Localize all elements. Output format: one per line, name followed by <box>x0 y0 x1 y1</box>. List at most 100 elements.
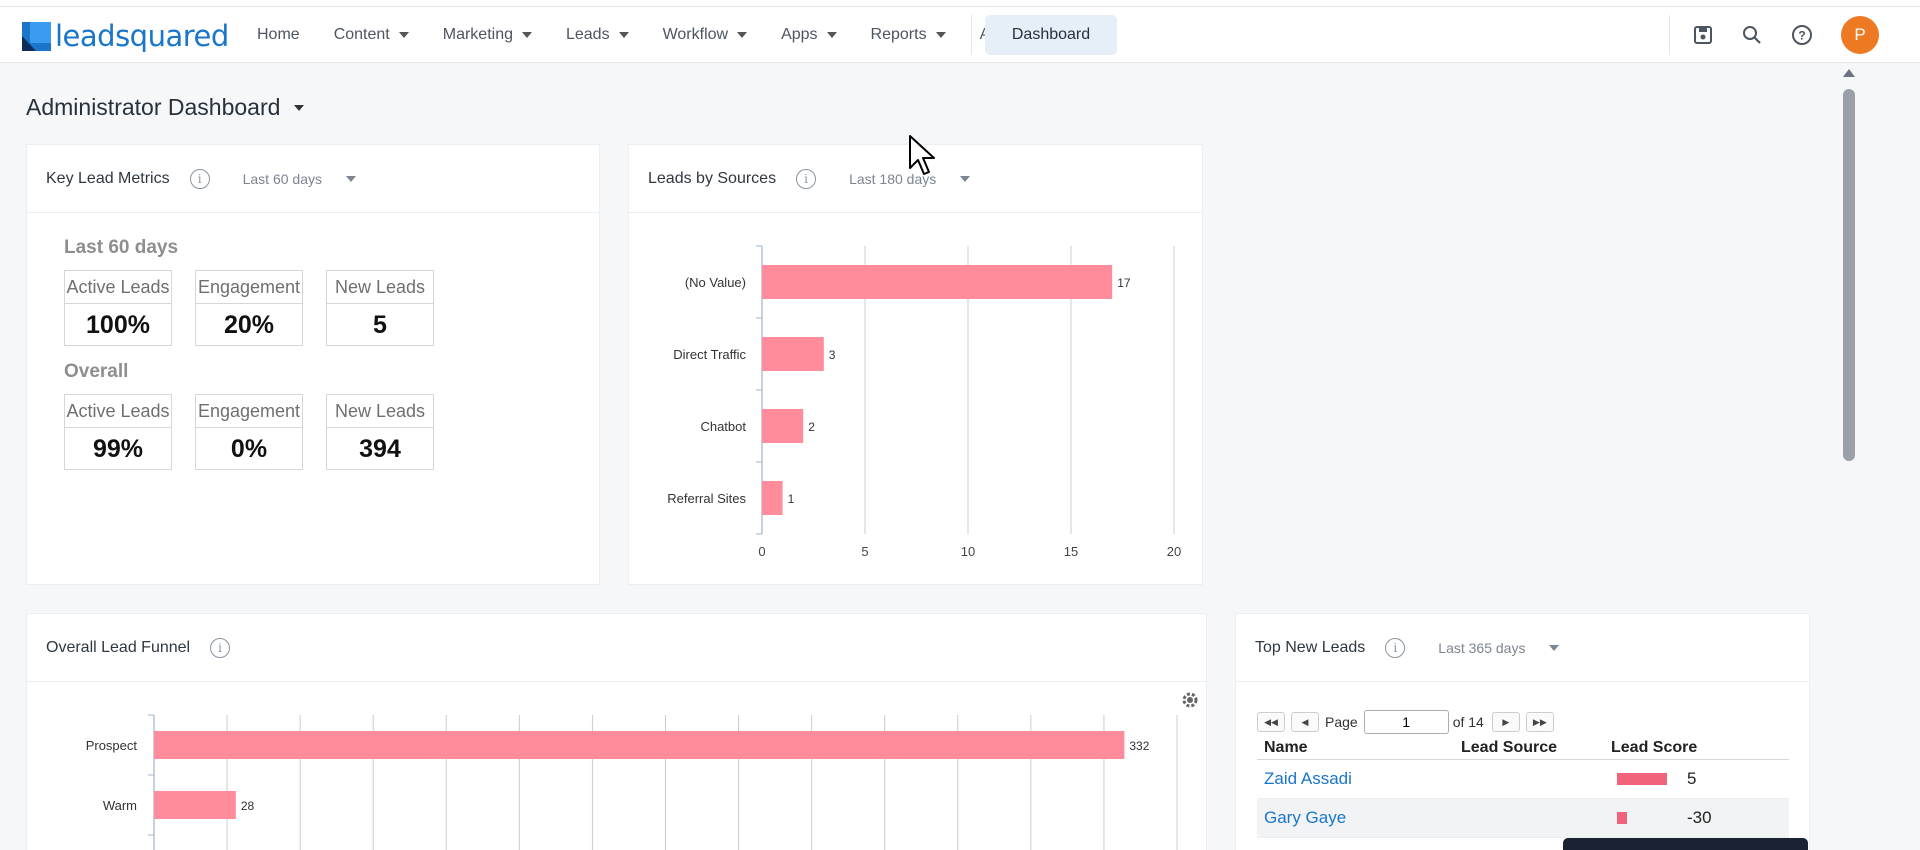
nav-item-label: Marketing <box>442 26 513 43</box>
data-label: 17 <box>1117 276 1131 290</box>
next-page-icon[interactable]: ▶ <box>1491 712 1520 732</box>
nav-item-apps[interactable]: Apps <box>781 26 837 44</box>
dashboard-selector[interactable]: Administrator Dashboard <box>26 94 305 121</box>
data-label: 1 <box>788 492 795 506</box>
card-title: Key Lead Metrics <box>46 169 170 187</box>
leadsquared-logo[interactable]: leadsquared <box>22 19 229 53</box>
data-label: 28 <box>241 799 255 813</box>
nav-item-dashboard[interactable]: Dashboard <box>985 15 1117 55</box>
metric-value: 5 <box>373 310 387 339</box>
info-icon[interactable]: i <box>796 168 817 189</box>
info-icon[interactable]: i <box>1385 637 1406 658</box>
lead-score-bar <box>1617 773 1667 785</box>
chevron-down-icon <box>960 175 971 182</box>
category-label: (No Value) <box>685 275 746 290</box>
metrics-section-heading: Last 60 days <box>64 237 179 258</box>
nav-item-label: Content <box>333 26 390 43</box>
card-header: Top New Leads i Last 365 days <box>1236 614 1809 682</box>
top-leads-table: Name Lead Source Lead Score Zaid Assadi 5… <box>1257 738 1789 838</box>
brand-name: leadsquared <box>55 19 229 53</box>
metric-tile: Engagement 0% <box>195 394 303 470</box>
lead-name-link[interactable]: Zaid Assadi <box>1264 769 1352 788</box>
card-header: Overall Lead Funnel i <box>27 614 1206 682</box>
lead-score-bar <box>1617 812 1627 824</box>
page-count: of 14 <box>1452 714 1484 730</box>
leads-by-sources-card: Leads by Sources i Last 180 days 0 5 10 15 2… <box>628 144 1203 585</box>
bar <box>762 409 804 443</box>
nav-divider <box>971 15 972 55</box>
metric-tile: Active Leads 99% <box>64 394 172 470</box>
nav-item-marketing[interactable]: Marketing <box>443 26 532 44</box>
nav-item-leads[interactable]: Leads <box>566 26 629 44</box>
x-tick-label: 15 <box>1064 544 1078 559</box>
date-range-select[interactable]: Last 365 days <box>1438 639 1560 656</box>
info-icon[interactable]: i <box>210 637 231 658</box>
metric-tile: New Leads 5 <box>326 270 434 346</box>
page-scrollbar[interactable] <box>1838 63 1860 850</box>
metric-value: 0% <box>230 434 268 463</box>
metric-tile: New Leads 394 <box>326 394 434 470</box>
x-tick-label: 20 <box>1167 544 1181 559</box>
last-page-icon[interactable]: ▶▶ <box>1525 712 1554 732</box>
chevron-down-icon <box>346 175 356 182</box>
bar <box>154 791 236 819</box>
date-range-select[interactable]: Last 60 days <box>243 171 356 187</box>
nav-item-home[interactable]: Home <box>257 26 300 44</box>
top-new-leads-card: Top New Leads i Last 365 days ◀◀ ◀ Page … <box>1235 613 1810 850</box>
nav-item-label: Reports <box>870 26 927 43</box>
category-label: Warm <box>103 798 137 813</box>
chevron-down-icon <box>618 32 629 38</box>
nav-item-workflow[interactable]: Workflow <box>663 26 748 44</box>
card-title: Leads by Sources <box>648 169 777 187</box>
card-title: Top New Leads <box>1255 638 1366 656</box>
nav-item-reports[interactable]: Reports <box>871 26 946 44</box>
chevron-down-icon <box>398 32 409 38</box>
metric-label: Engagement <box>196 271 302 304</box>
nav-item-label: Apps <box>781 26 818 43</box>
table-header: Name Lead Source Lead Score <box>1257 738 1789 760</box>
page-label: Page <box>1325 714 1358 730</box>
table-cell-name: Zaid Assadi <box>1257 769 1461 789</box>
first-page-icon[interactable]: ◀◀ <box>1257 712 1285 732</box>
table-row: Gary Gaye -30 <box>1257 799 1789 838</box>
table-cell-name: Gary Gaye <box>1257 808 1461 828</box>
page-number-input[interactable] <box>1363 710 1449 734</box>
lead-name-link[interactable]: Gary Gaye <box>1264 808 1347 827</box>
help-icon[interactable]: ? <box>1790 23 1814 47</box>
data-label: 332 <box>1129 739 1149 753</box>
metric-label: Active Leads <box>65 395 171 428</box>
column-header-name[interactable]: Name <box>1264 739 1308 756</box>
category-label: Prospect <box>86 738 138 753</box>
nav-item-label: Home <box>257 26 300 43</box>
table-cell-lead-score <box>1611 812 1789 824</box>
column-header-lead-source[interactable]: Lead Source <box>1461 739 1558 756</box>
prev-page-icon[interactable]: ◀ <box>1291 712 1319 732</box>
key-lead-metrics-card: Key Lead Metrics i Last 60 days Last 60 … <box>26 144 600 585</box>
user-avatar[interactable]: P <box>1841 16 1879 54</box>
chevron-down-icon <box>1549 644 1560 651</box>
nav-item-content[interactable]: Content <box>334 26 409 44</box>
nav-item-label: Workflow <box>662 26 729 43</box>
date-range-select[interactable]: Last 180 days <box>849 171 971 187</box>
card-header: Key Lead Metrics i Last 60 days <box>27 145 599 213</box>
scroll-up-arrow-icon[interactable] <box>1843 69 1855 77</box>
search-icon[interactable] <box>1740 23 1764 47</box>
top-navbar: leadsquared Home Content Marketing Leads Wor… <box>0 7 1920 63</box>
metric-value: 100% <box>86 310 150 339</box>
metric-value: 394 <box>359 434 401 463</box>
date-range-label: Last 60 days <box>242 170 322 187</box>
mouse-cursor-icon <box>909 135 935 175</box>
x-tick-label: 10 <box>961 544 975 559</box>
bar <box>762 337 824 371</box>
save-icon[interactable] <box>1691 23 1715 47</box>
date-range-label: Last 365 days <box>1438 639 1526 656</box>
scroll-thumb[interactable] <box>1843 89 1855 461</box>
info-icon[interactable]: i <box>189 168 210 189</box>
metric-label: Active Leads <box>65 271 171 304</box>
lead-score-value: 5 <box>1687 769 1697 788</box>
gear-icon[interactable] <box>1181 691 1199 714</box>
chevron-down-icon <box>737 32 748 38</box>
column-header-lead-score[interactable]: Lead Score <box>1611 739 1698 756</box>
bar <box>762 481 783 515</box>
category-label: Direct Traffic <box>673 347 746 362</box>
